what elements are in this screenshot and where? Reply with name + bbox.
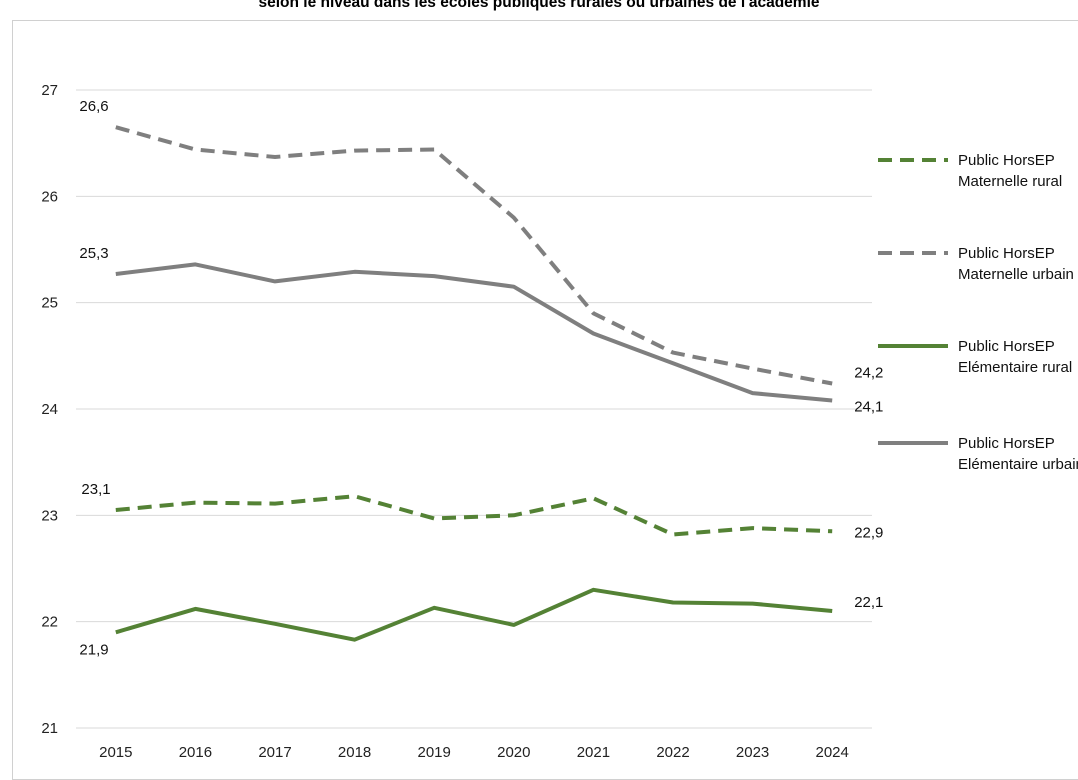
legend-item: Public HorsEP Elémentaire urbain (876, 433, 1078, 475)
legend-label: Public HorsEP Maternelle urbain (958, 243, 1078, 285)
x-tick-label: 2016 (179, 744, 212, 761)
y-tick-label: 21 (41, 720, 58, 737)
data-label-start: 26,6 (79, 98, 108, 115)
data-label-start: 23,1 (81, 481, 110, 498)
series-line-2 (116, 127, 832, 383)
x-tick-label: 2017 (258, 744, 291, 761)
y-tick-label: 24 (41, 401, 58, 418)
legend-swatch (876, 244, 950, 262)
y-tick-label: 23 (41, 507, 58, 524)
series-line-3 (116, 590, 832, 640)
data-label-end: 24,1 (854, 398, 883, 415)
x-tick-label: 2015 (99, 744, 132, 761)
legend-item: Public HorsEP Maternelle rural (876, 150, 1078, 192)
x-tick-label: 2022 (656, 744, 689, 761)
x-axis-ticks: 2015 2016 2017 2018 2019 2020 2021 2022 2023 2024 (99, 744, 849, 761)
legend-item: Public HorsEP Elémentaire rural (876, 336, 1078, 378)
y-tick-label: 25 (41, 295, 58, 312)
x-tick-label: 2018 (338, 744, 371, 761)
x-tick-label: 2020 (497, 744, 530, 761)
y-tick-label: 27 (41, 82, 58, 99)
data-label-start: 21,9 (79, 641, 108, 658)
data-label-end: 22,9 (854, 524, 883, 541)
legend-item: Public HorsEP Maternelle urbain (876, 243, 1078, 285)
x-tick-label: 2021 (577, 744, 610, 761)
data-label-end: 22,1 (854, 594, 883, 611)
legend-label: Public HorsEP Elémentaire urbain (958, 433, 1078, 475)
x-tick-label: 2023 (736, 744, 769, 761)
y-tick-label: 26 (41, 188, 58, 205)
data-label-start: 25,3 (79, 245, 108, 262)
x-tick-label: 2024 (816, 744, 849, 761)
legend-swatch (876, 151, 950, 169)
legend-label: Public HorsEP Maternelle rural (958, 150, 1078, 192)
series-line-4 (116, 264, 832, 400)
y-axis-ticks: 21 22 23 24 25 26 27 (41, 82, 58, 737)
data-labels: 23,122,926,624,221,922,125,324,1 (79, 98, 883, 658)
legend-swatch (876, 434, 950, 452)
x-tick-label: 2019 (418, 744, 451, 761)
y-tick-label: 22 (41, 614, 58, 631)
legend-label: Public HorsEP Elémentaire rural (958, 336, 1078, 378)
series-lines (116, 127, 832, 640)
legend-swatch (876, 337, 950, 355)
